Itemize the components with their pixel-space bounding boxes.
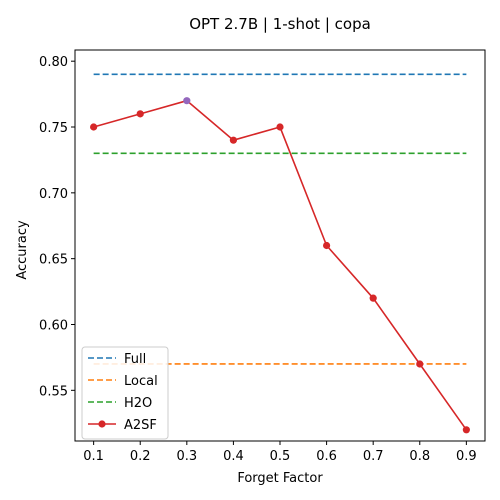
data-point-a2sf [90,123,98,131]
x-axis-label: Forget Factor [237,471,323,486]
data-point-a2sf [276,123,284,131]
data-point-a2sf [369,294,377,302]
data-point-a2sf [136,110,144,118]
y-tick-label: 0.70 [39,187,68,202]
y-axis-label: Accuracy [15,220,30,280]
x-tick-label: 0.2 [130,449,151,464]
chart-title: OPT 2.7B | 1-shot | copa [189,15,371,33]
x-tick-label: 0.1 [83,449,104,464]
y-tick-label: 0.80 [39,55,68,70]
y-tick-label: 0.60 [39,318,68,333]
x-tick-label: 0.4 [223,449,244,464]
data-point-a2sf [183,97,191,105]
data-point-a2sf [322,241,331,250]
legend-label-h2o: H2O [124,396,152,411]
legend-label-local: Local [124,374,158,389]
x-tick-label: 0.5 [270,449,291,464]
x-tick-label: 0.8 [409,449,430,464]
y-tick-label: 0.65 [39,253,68,268]
y-tick-label: 0.75 [39,121,68,136]
legend-label-a2sf: A2SF [124,418,157,433]
data-point-a2sf [462,426,470,434]
legend: Full Local H2O A2SF [81,346,169,440]
legend-label-full: Full [124,352,146,367]
x-tick-label: 0.3 [176,449,197,464]
plot-area: 0.1 0.2 0.3 0.4 0.5 0.6 0.7 0.8 0.9 0.55 0.60 0.65 0… [39,49,486,464]
x-tick-label: 0.6 [316,449,337,464]
x-tick-label: 0.7 [363,449,384,464]
data-point-a2sf [416,360,424,368]
legend-marker-a2sf [98,420,106,428]
y-tick-label: 0.55 [39,384,68,399]
data-point-a2sf [229,136,238,144]
x-tick-label: 0.9 [456,449,477,464]
legend-box [81,346,169,440]
